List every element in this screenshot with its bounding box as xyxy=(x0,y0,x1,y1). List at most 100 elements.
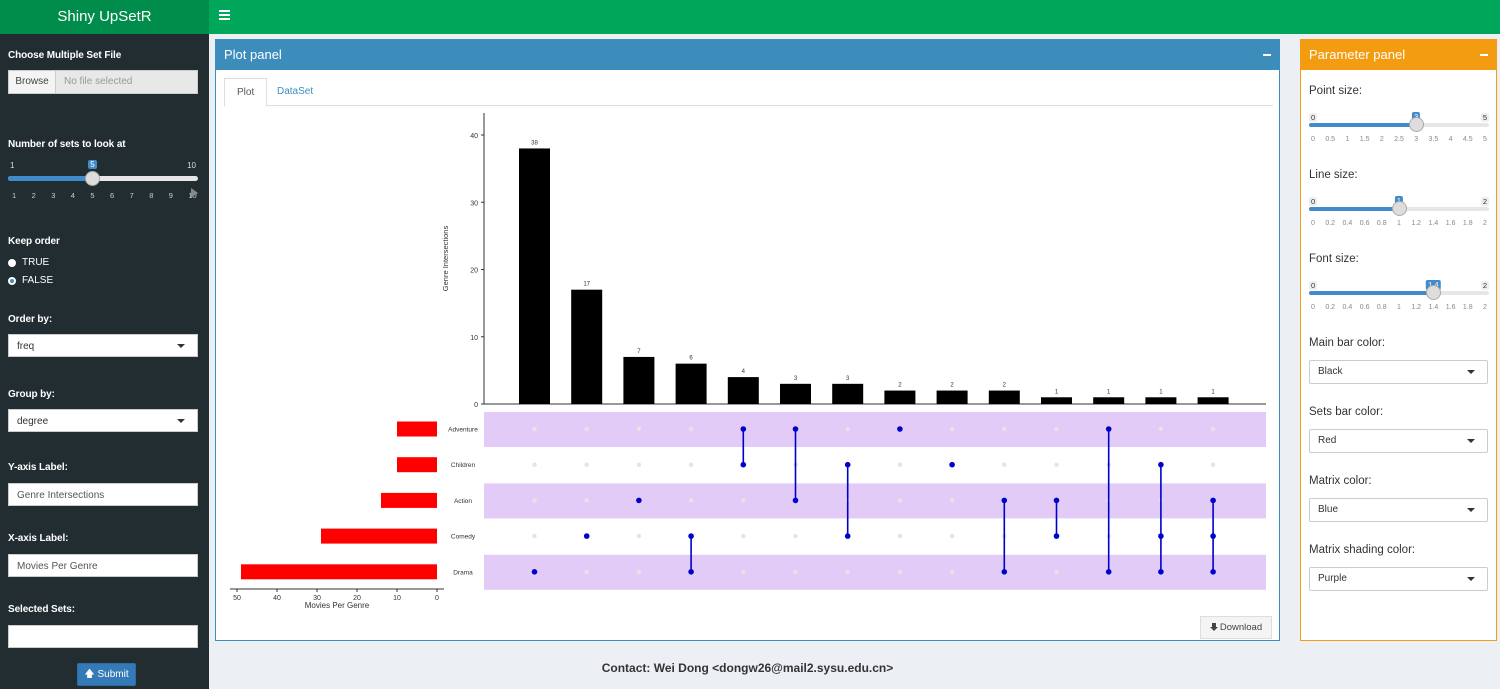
matrix-dot-inactive xyxy=(845,569,850,574)
matrix-color-select[interactable]: Blue xyxy=(1309,498,1488,522)
matrix-dot-inactive xyxy=(949,426,955,432)
sets-bar-color-value: Red xyxy=(1318,435,1337,446)
nsets-max: 10 xyxy=(187,161,196,170)
tick-label: 0.8 xyxy=(1376,220,1387,227)
radio-false-icon[interactable] xyxy=(8,276,16,285)
x-label-input[interactable]: Movies Per Genre xyxy=(8,554,198,577)
matrix-dot-inactive xyxy=(897,569,903,574)
font-size-label: Font size: xyxy=(1309,253,1359,265)
line-size-slider[interactable]: 02100.20.40.60.811.21.41.61.82 xyxy=(1309,194,1489,234)
collapse-icon[interactable] xyxy=(1480,54,1488,56)
matrix-dot-inactive xyxy=(1054,569,1059,574)
chevron-down-icon xyxy=(177,419,185,423)
nsets-slider[interactable]: 1 10 5 1 2 3 4 5 6 7 8 9 10 xyxy=(8,158,198,208)
chevron-down-icon xyxy=(1467,577,1475,581)
y-axis-label: Genre Intersections xyxy=(441,226,450,292)
matrix-dot-inactive xyxy=(636,569,642,574)
main-bar-color-select[interactable]: Black xyxy=(1309,360,1488,384)
line-size-handle[interactable] xyxy=(1392,201,1407,216)
collapse-icon[interactable] xyxy=(1263,54,1271,56)
selected-sets-input[interactable] xyxy=(8,625,198,648)
tick-label: 0 xyxy=(1311,136,1315,143)
set-size-tick-label: 10 xyxy=(393,595,401,602)
matrix-dot-inactive xyxy=(1002,426,1007,432)
play-icon[interactable] xyxy=(191,188,198,198)
nsets-tick-label: 2 xyxy=(31,191,36,200)
footer-contact: Contact: Wei Dong <dongw26@mail2.sysu.ed… xyxy=(601,661,894,675)
app-logo: Shiny UpSetR xyxy=(0,0,209,34)
matrix-dot-active xyxy=(792,497,799,504)
tick-label: 0.2 xyxy=(1325,304,1336,311)
browse-button[interactable]: Browse xyxy=(8,70,56,94)
order-by-value: freq xyxy=(17,341,35,352)
shading-color-select[interactable]: Purple xyxy=(1309,567,1488,591)
intersection-bar xyxy=(519,148,550,404)
matrix-dot-inactive xyxy=(1210,426,1216,432)
font-size-handle[interactable] xyxy=(1426,285,1442,300)
tick-label: 0.6 xyxy=(1359,304,1370,311)
bar-label: 3 xyxy=(846,376,850,382)
file-input[interactable]: Browse No file selected xyxy=(8,70,198,94)
point-size-handle[interactable] xyxy=(1409,117,1425,132)
radio-true-icon[interactable] xyxy=(8,258,16,267)
file-name-field[interactable]: No file selected xyxy=(56,70,198,94)
tab-plot[interactable]: Plot xyxy=(224,78,268,107)
nsets-track[interactable] xyxy=(8,176,198,181)
group-by-select[interactable]: degree xyxy=(8,409,198,432)
tick-label: 0.5 xyxy=(1325,136,1336,143)
matrix-dot-inactive xyxy=(688,462,694,467)
group-by-label: Group by: xyxy=(8,389,55,400)
matrix-dot-inactive xyxy=(532,533,537,539)
order-by-select[interactable]: freq xyxy=(8,334,198,357)
point-size-slider[interactable]: 05300.511.522.533.544.55 xyxy=(1309,110,1489,150)
tick-label: 3 xyxy=(1414,136,1419,143)
line-size-fill xyxy=(1309,207,1399,211)
menu-toggle-icon[interactable] xyxy=(219,10,230,20)
intersection-bar xyxy=(884,390,916,404)
matrix-dot-inactive xyxy=(688,426,694,432)
download-button[interactable]: Download xyxy=(1200,616,1272,639)
font-size-slider[interactable]: 021.400.20.40.60.811.21.41.61.82 xyxy=(1309,278,1489,318)
sets-bar-color-label: Sets bar color: xyxy=(1309,406,1384,418)
matrix-dot-inactive xyxy=(949,533,955,539)
file-input-label: Choose Multiple Set File xyxy=(8,50,122,61)
nsets-handle[interactable] xyxy=(85,171,100,186)
matrix-dot-inactive xyxy=(1054,426,1059,432)
tick-label: 1.6 xyxy=(1445,304,1456,311)
matrix-dot-active xyxy=(844,533,851,539)
set-size-bar xyxy=(397,457,437,473)
set-size-tick-label: 20 xyxy=(353,595,361,602)
matrix-dot-active xyxy=(949,461,955,468)
bar-label: 4 xyxy=(742,369,746,375)
nsets-value: 5 xyxy=(88,160,97,169)
sets-bar-color-select[interactable]: Red xyxy=(1309,429,1488,453)
nsets-tick-label: 6 xyxy=(110,191,115,200)
chevron-down-icon xyxy=(1467,370,1475,374)
matrix-shading-row xyxy=(484,554,1266,590)
bar-label: 6 xyxy=(689,356,693,362)
x-label-label: X-axis Label: xyxy=(8,533,69,544)
radio-true-label: TRUE xyxy=(22,257,50,268)
bar-label: 2 xyxy=(1003,383,1007,389)
font-size-min: 0 xyxy=(1309,281,1318,290)
point-size-min: 0 xyxy=(1309,113,1318,122)
bar-label: 17 xyxy=(583,282,590,288)
tick-label: 1 xyxy=(1397,304,1401,311)
point-size-max: 5 xyxy=(1480,113,1489,122)
matrix-dot-active xyxy=(583,533,590,539)
nsets-tick-label: 5 xyxy=(90,191,95,200)
bar-label: 1 xyxy=(1159,389,1163,395)
submit-button[interactable]: 🡅 Submit xyxy=(77,663,136,686)
tab-dataset[interactable]: DataSet xyxy=(277,86,314,97)
y-label-input[interactable]: Genre Intersections xyxy=(8,483,198,506)
bar-label: 1 xyxy=(1211,389,1215,395)
tick-label: 3.5 xyxy=(1428,136,1439,143)
font-size-fill xyxy=(1309,291,1434,295)
matrix-dot-inactive xyxy=(1054,462,1059,467)
matrix-dot-inactive xyxy=(636,462,642,467)
radio-false[interactable]: FALSE xyxy=(8,275,53,286)
nsets-tick-label: 8 xyxy=(149,191,154,200)
tick-label: 0.8 xyxy=(1376,304,1387,311)
radio-true[interactable]: TRUE xyxy=(8,257,49,268)
